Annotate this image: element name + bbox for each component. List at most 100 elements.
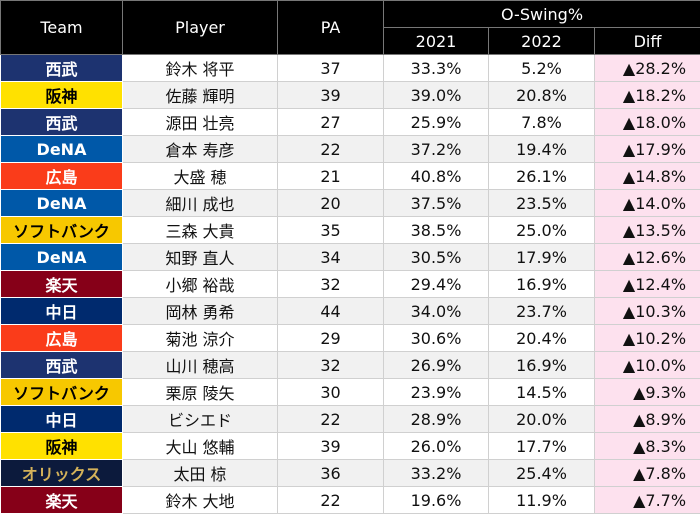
y2021-cell: 37.5% — [383, 189, 489, 217]
table-header: Team Player PA O-Swing% 2021 2022 Diff — [0, 0, 700, 55]
player-cell: 佐藤 輝明 — [122, 81, 278, 109]
player-cell: 知野 直人 — [122, 243, 278, 271]
pa-cell: 35 — [277, 216, 384, 244]
header-cell: Diff — [593, 27, 700, 55]
table-row: ソフトバンク 栗原 陵矢 30 23.9% 14.5% ▲9.3% — [0, 378, 700, 406]
diff-cell: ▲17.9% — [593, 135, 700, 163]
table-row: ソフトバンク 三森 大貴 35 38.5% 25.0% ▲13.5% — [0, 216, 700, 244]
player-cell: 倉本 寿彦 — [122, 135, 278, 163]
y2022-cell: 20.4% — [488, 324, 595, 352]
table-row: 中日 ビシエド 22 28.9% 20.0% ▲8.9% — [0, 405, 700, 433]
player-cell: 小郷 裕哉 — [122, 270, 278, 298]
diff-cell: ▲18.2% — [593, 81, 700, 109]
diff-cell: ▲10.2% — [593, 324, 700, 352]
table-row: 西武 山川 穂高 32 26.9% 16.9% ▲10.0% — [0, 351, 700, 379]
y2022-cell: 23.5% — [488, 189, 595, 217]
player-cell: 鈴木 大地 — [122, 486, 278, 514]
team-cell: ソフトバンク — [0, 216, 123, 244]
pa-cell: 39 — [277, 81, 384, 109]
team-cell: 西武 — [0, 54, 123, 82]
diff-cell: ▲12.4% — [593, 270, 700, 298]
team-cell: オリックス — [0, 459, 123, 487]
header-cell: Team — [0, 0, 123, 55]
diff-cell: ▲10.0% — [593, 351, 700, 379]
y2021-cell: 33.2% — [383, 459, 489, 487]
y2022-cell: 7.8% — [488, 108, 595, 136]
y2022-cell: 20.8% — [488, 81, 595, 109]
pa-cell: 32 — [277, 351, 384, 379]
table-row: オリックス 太田 椋 36 33.2% 25.4% ▲7.8% — [0, 459, 700, 487]
player-cell: 栗原 陵矢 — [122, 378, 278, 406]
table-row: 広島 大盛 穂 21 40.8% 26.1% ▲14.8% — [0, 162, 700, 190]
y2021-cell: 33.3% — [383, 54, 489, 82]
y2021-cell: 26.9% — [383, 351, 489, 379]
table-row: DeNA 知野 直人 34 30.5% 17.9% ▲12.6% — [0, 243, 700, 271]
pa-cell: 36 — [277, 459, 384, 487]
y2021-cell: 29.4% — [383, 270, 489, 298]
y2022-cell: 25.4% — [488, 459, 595, 487]
table-row: 中日 岡林 勇希 44 34.0% 23.7% ▲10.3% — [0, 297, 700, 325]
team-cell: 西武 — [0, 108, 123, 136]
table-row: DeNA 細川 成也 20 37.5% 23.5% ▲14.0% — [0, 189, 700, 217]
diff-cell: ▲13.5% — [593, 216, 700, 244]
diff-cell: ▲7.7% — [593, 486, 700, 514]
y2021-cell: 38.5% — [383, 216, 489, 244]
y2021-cell: 34.0% — [383, 297, 489, 325]
y2022-cell: 14.5% — [488, 378, 595, 406]
y2021-cell: 19.6% — [383, 486, 489, 514]
header-cell: O-Swing% — [382, 0, 700, 28]
y2022-cell: 26.1% — [488, 162, 595, 190]
team-cell: 楽天 — [0, 270, 123, 298]
diff-cell: ▲9.3% — [593, 378, 700, 406]
player-cell: 源田 壮亮 — [122, 108, 278, 136]
table-row: 西武 源田 壮亮 27 25.9% 7.8% ▲18.0% — [0, 108, 700, 136]
y2021-cell: 23.9% — [383, 378, 489, 406]
team-cell: 中日 — [0, 297, 123, 325]
y2022-cell: 17.9% — [488, 243, 595, 271]
y2022-cell: 25.0% — [488, 216, 595, 244]
y2021-cell: 30.6% — [383, 324, 489, 352]
pa-cell: 39 — [277, 432, 384, 460]
pa-cell: 44 — [277, 297, 384, 325]
y2022-cell: 20.0% — [488, 405, 595, 433]
pa-cell: 20 — [277, 189, 384, 217]
pa-cell: 30 — [277, 378, 384, 406]
table-row: DeNA 倉本 寿彦 22 37.2% 19.4% ▲17.9% — [0, 135, 700, 163]
table-row: 西武 鈴木 将平 37 33.3% 5.2% ▲28.2% — [0, 54, 700, 82]
y2022-cell: 16.9% — [488, 351, 595, 379]
table-row: 阪神 大山 悠輔 39 26.0% 17.7% ▲8.3% — [0, 432, 700, 460]
player-cell: 三森 大貴 — [122, 216, 278, 244]
team-cell: DeNA — [0, 189, 123, 217]
y2021-cell: 40.8% — [383, 162, 489, 190]
y2021-cell: 37.2% — [383, 135, 489, 163]
player-cell: 菊池 涼介 — [122, 324, 278, 352]
diff-cell: ▲10.3% — [593, 297, 700, 325]
team-cell: 広島 — [0, 324, 123, 352]
team-cell: 中日 — [0, 405, 123, 433]
data-table: Team Player PA O-Swing% 2021 2022 Diff 西… — [0, 0, 700, 514]
header-cell: 2022 — [488, 27, 595, 55]
diff-cell: ▲14.8% — [593, 162, 700, 190]
pa-cell: 22 — [277, 135, 384, 163]
team-cell: 西武 — [0, 351, 123, 379]
y2022-cell: 11.9% — [488, 486, 595, 514]
table-row: 楽天 鈴木 大地 22 19.6% 11.9% ▲7.7% — [0, 486, 700, 514]
diff-cell: ▲7.8% — [593, 459, 700, 487]
player-cell: 岡林 勇希 — [122, 297, 278, 325]
y2021-cell: 39.0% — [383, 81, 489, 109]
diff-cell: ▲14.0% — [593, 189, 700, 217]
team-cell: DeNA — [0, 135, 123, 163]
team-cell: 阪神 — [0, 81, 123, 109]
table-row: 広島 菊池 涼介 29 30.6% 20.4% ▲10.2% — [0, 324, 700, 352]
player-cell: 鈴木 将平 — [122, 54, 278, 82]
table-row: 楽天 小郷 裕哉 32 29.4% 16.9% ▲12.4% — [0, 270, 700, 298]
y2022-cell: 19.4% — [488, 135, 595, 163]
header-row: 2021 2022 Diff — [1, 27, 700, 55]
team-cell: 広島 — [0, 162, 123, 190]
team-cell: 楽天 — [0, 486, 123, 514]
diff-cell: ▲8.9% — [593, 405, 700, 433]
pa-cell: 22 — [277, 405, 384, 433]
diff-cell: ▲8.3% — [593, 432, 700, 460]
header-cell: 2021 — [383, 27, 489, 55]
